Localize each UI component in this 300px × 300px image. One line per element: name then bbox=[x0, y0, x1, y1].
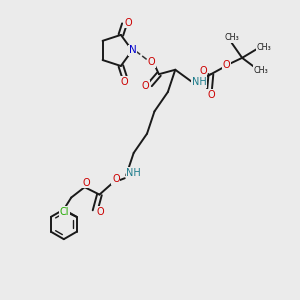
Text: N: N bbox=[129, 45, 136, 56]
Text: CH₃: CH₃ bbox=[253, 66, 268, 75]
Text: O: O bbox=[96, 206, 104, 217]
Text: O: O bbox=[223, 60, 230, 70]
Text: NH: NH bbox=[192, 77, 206, 87]
Text: CH₃: CH₃ bbox=[256, 43, 271, 52]
Text: O: O bbox=[148, 57, 155, 67]
Text: O: O bbox=[112, 174, 120, 184]
Text: O: O bbox=[199, 66, 207, 76]
Text: O: O bbox=[142, 81, 149, 91]
Text: O: O bbox=[82, 178, 90, 188]
Text: Cl: Cl bbox=[59, 206, 69, 217]
Text: NH: NH bbox=[126, 168, 141, 178]
Text: O: O bbox=[124, 18, 132, 28]
Text: O: O bbox=[121, 77, 128, 87]
Text: CH₃: CH₃ bbox=[224, 33, 239, 42]
Text: O: O bbox=[207, 90, 215, 100]
